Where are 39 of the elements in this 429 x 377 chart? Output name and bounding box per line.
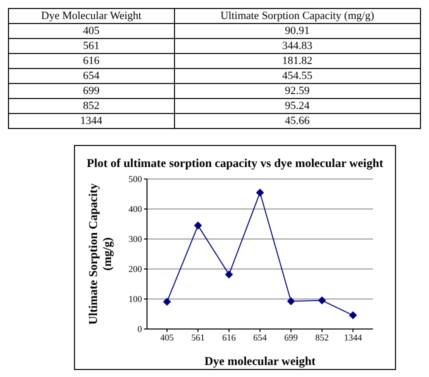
x-tick-label: 654 bbox=[253, 332, 268, 342]
category-label: 616 bbox=[8, 54, 174, 68]
category-label: 1344 bbox=[8, 114, 174, 128]
y-tick-label: 100 bbox=[128, 294, 142, 304]
point bbox=[349, 311, 357, 320]
text: 45.66 bbox=[284, 115, 310, 127]
x-tick-label: 699 bbox=[284, 332, 298, 342]
x-tick-label: 1344 bbox=[344, 332, 362, 342]
category-label: 699 bbox=[8, 84, 174, 98]
text: Dye Molecular Weight bbox=[8, 8, 174, 24]
y-tick-label: 0 bbox=[138, 324, 142, 334]
text: 454.55 bbox=[282, 70, 312, 82]
point bbox=[163, 298, 171, 306]
chart-title: Plot of ultimate sorption capacity vs dye molecular weight bbox=[86, 156, 384, 171]
point bbox=[287, 297, 295, 306]
text: 181.82 bbox=[282, 55, 312, 67]
text: 90.91 bbox=[284, 25, 310, 37]
point bbox=[225, 270, 233, 278]
point bbox=[256, 188, 264, 197]
category-label: 405 bbox=[8, 24, 174, 38]
category-label: 852 bbox=[8, 98, 174, 114]
text: Ultimate Sorption Capacity (mg/g) bbox=[174, 8, 420, 24]
x-tick-label: 616 bbox=[222, 332, 236, 342]
point bbox=[318, 296, 326, 304]
x-tick-label: 405 bbox=[160, 332, 174, 342]
point bbox=[194, 222, 202, 230]
x-axis-title: Dye molecular weight bbox=[204, 354, 316, 368]
x-tick-label: 561 bbox=[191, 332, 205, 342]
text: 344.83 bbox=[282, 40, 312, 52]
y-tick-label: 400 bbox=[128, 204, 142, 214]
y-axis-title: Ultimate Sorption Capacity (mg/g) bbox=[86, 183, 114, 325]
x-tick-label: 852 bbox=[315, 332, 329, 342]
y-tick-label: 500 bbox=[128, 174, 142, 184]
category-label: 654 bbox=[8, 68, 174, 84]
y-tick-label: 200 bbox=[128, 264, 142, 274]
y-tick-label: 300 bbox=[128, 234, 142, 244]
category-label: 561 bbox=[8, 38, 174, 54]
text: 92.59 bbox=[284, 85, 310, 97]
text: 95.24 bbox=[284, 100, 310, 112]
